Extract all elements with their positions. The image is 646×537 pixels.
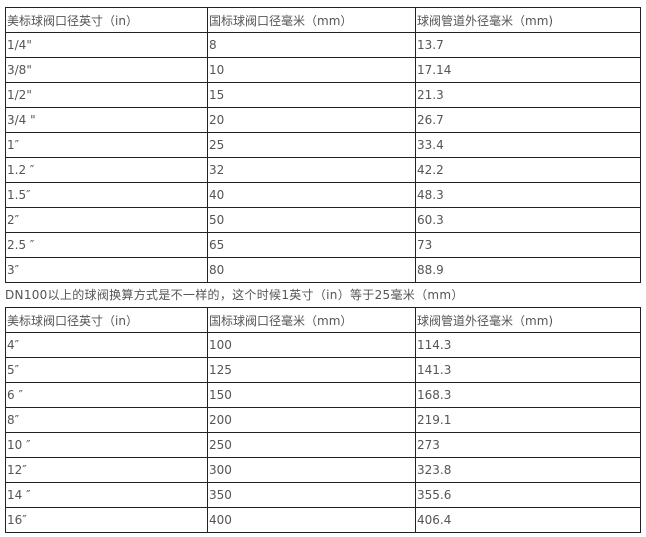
table-cell: 80 [207,257,416,283]
table-cell: 33.4 [415,132,641,158]
table-cell: 1.2 ″ [5,157,208,183]
table-cell: 12″ [5,457,208,483]
table-cell: 400 [207,507,416,533]
table-row: 1.5″ 40 48.3 [5,182,641,208]
table-cell: 114.3 [415,332,641,358]
table-row: 1″ 25 33.4 [5,132,641,158]
table-cell: 10 [207,57,416,83]
header-cell: 国标球阀口径毫米（mm） [207,307,416,333]
header-cell: 美标球阀口径英寸（in） [5,7,208,33]
table-row: 4″ 100 114.3 [5,332,641,358]
table-cell: 73 [415,232,641,258]
table-cell: 10 ″ [5,432,208,458]
table-cell: 8″ [5,407,208,433]
table-row: 8″ 200 219.1 [5,407,641,433]
table-cell: 200 [207,407,416,433]
table-cell: 88.9 [415,257,641,283]
table-cell: 3/4 " [5,107,208,133]
table-cell: 350 [207,482,416,508]
size-table-large: 美标球阀口径英寸（in） 国标球阀口径毫米（mm） 球阀管道外径毫米（mm) 4″ 10… [5,307,641,533]
table-cell: 125 [207,357,416,383]
table-cell: 355.6 [415,482,641,508]
table-row: 16″ 400 406.4 [5,507,641,533]
table-cell: 20 [207,107,416,133]
table-cell: 13.7 [415,32,641,58]
table-row: 1.2 ″ 32 42.2 [5,157,641,183]
table-cell: 15 [207,82,416,108]
table-cell: 14 ″ [5,482,208,508]
table-row: 10 ″ 250 273 [5,432,641,458]
table-cell: 1/2" [5,82,208,108]
table-cell: 141.3 [415,357,641,383]
header-cell: 球阀管道外径毫米（mm) [415,307,641,333]
table-cell: 1/4" [5,32,208,58]
table-row: 2″ 50 60.3 [5,207,641,233]
header-cell: 美标球阀口径英寸（in） [5,307,208,333]
table-cell: 100 [207,332,416,358]
table-cell: 17.14 [415,57,641,83]
table-cell: 16″ [5,507,208,533]
table-cell: 26.7 [415,107,641,133]
table-cell: 8 [207,32,416,58]
table-cell: 4″ [5,332,208,358]
table-cell: 32 [207,157,416,183]
table-cell: 3/8" [5,57,208,83]
header-row: 美标球阀口径英寸（in） 国标球阀口径毫米（mm） 球阀管道外径毫米（mm) [5,7,641,33]
table-cell: 300 [207,457,416,483]
table-cell: 65 [207,232,416,258]
table-cell: 406.4 [415,507,641,533]
table-cell: 323.8 [415,457,641,483]
table-row: 5″ 125 141.3 [5,357,641,383]
table-cell: 48.3 [415,182,641,208]
header-row: 美标球阀口径英寸（in） 国标球阀口径毫米（mm） 球阀管道外径毫米（mm) [5,307,641,333]
table-cell: 6 ″ [5,382,208,408]
table-cell: 2.5 ″ [5,232,208,258]
table-row: 3/4 " 20 26.7 [5,107,641,133]
header-cell: 球阀管道外径毫米（mm) [415,7,641,33]
table-cell: 21.3 [415,82,641,108]
table-row: 3/8" 10 17.14 [5,57,641,83]
table-cell: 1″ [5,132,208,158]
conversion-note: DN100以上的球阀换算方式是不一样的，这个时候1英寸（in）等于25毫米（mm… [5,288,464,302]
table-row: 3″ 80 88.9 [5,257,641,283]
table-cell: 60.3 [415,207,641,233]
table-cell: 3″ [5,257,208,283]
table-cell: 42.2 [415,157,641,183]
table-row: 14 ″ 350 355.6 [5,482,641,508]
table-row: 1/4" 8 13.7 [5,32,641,58]
table-cell: 168.3 [415,382,641,408]
table-cell: 50 [207,207,416,233]
table-cell: 219.1 [415,407,641,433]
table-cell: 25 [207,132,416,158]
table-row: 12″ 300 323.8 [5,457,641,483]
header-cell: 国标球阀口径毫米（mm） [207,7,416,33]
table-cell: 150 [207,382,416,408]
table-row: 2.5 ″ 65 73 [5,232,641,258]
table-cell: 250 [207,432,416,458]
table-cell: 1.5″ [5,182,208,208]
size-table-small: 美标球阀口径英寸（in） 国标球阀口径毫米（mm） 球阀管道外径毫米（mm) 1/4"… [5,7,641,283]
table-row: 6 ″ 150 168.3 [5,382,641,408]
table-cell: 5″ [5,357,208,383]
table-cell: 273 [415,432,641,458]
table-row: 1/2" 15 21.3 [5,82,641,108]
table-cell: 40 [207,182,416,208]
table-cell: 2″ [5,207,208,233]
